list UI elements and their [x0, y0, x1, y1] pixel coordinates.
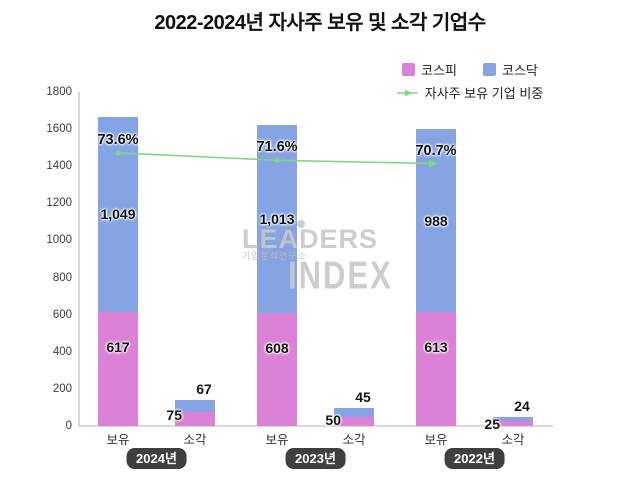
x-axis-category-label: 보유: [106, 433, 130, 447]
line-arrow-icon: [396, 89, 418, 96]
ratio-percent-label: 70.7%: [415, 142, 457, 159]
y-axis-tick-label: 1000: [46, 234, 72, 247]
kosdaq-value-label: 1,013: [259, 211, 295, 228]
kospi-value-label: 50: [325, 411, 341, 428]
kospi-value-label: 25: [484, 416, 500, 433]
ratio-percent-label: 73.6%: [97, 131, 139, 148]
bar-segment-kospi: [257, 313, 297, 426]
year-group-badge: 2023년: [285, 448, 346, 469]
bar-segment-kospi: [98, 311, 138, 426]
kospi-value-label: 613: [424, 339, 448, 356]
kosdaq-value-label: 1,049: [100, 206, 136, 223]
kosdaq-value-label: 45: [355, 389, 371, 406]
kosdaq-swatch-icon: [483, 63, 496, 76]
x-axis-category-label: 보유: [265, 433, 289, 447]
kosdaq-value-label: 988: [424, 212, 448, 229]
x-axis-category-label: 보유: [424, 433, 448, 447]
bar-segment-kosdaq: [175, 399, 215, 413]
year-group-badge: 2024년: [126, 448, 187, 469]
x-axis-category-label: 소각: [501, 433, 525, 447]
bar-segment-kospi: [493, 421, 533, 426]
kosdaq-value-label: 24: [514, 397, 530, 414]
bar-segment-kospi: [334, 416, 374, 426]
y-axis-tick-label: 1600: [46, 123, 72, 136]
legend-kosdaq-label: 코스닥: [502, 63, 538, 78]
x-axis-category-label: 소각: [342, 433, 366, 447]
y-axis-tick-label: 800: [52, 271, 72, 284]
ratio-percent-label: 71.6%: [256, 139, 298, 156]
chart-title: 2022-2024년 자사주 보유 및 소각 기업수: [154, 12, 486, 34]
y-axis-tick-label: 0: [65, 420, 72, 432]
y-axis-tick-label: 1400: [46, 160, 72, 173]
x-axis-category-label: 소각: [183, 433, 207, 447]
y-axis-tick-label: 600: [52, 308, 72, 321]
kospi-value-label: 75: [166, 407, 182, 424]
kosdaq-value-label: 67: [196, 380, 212, 397]
y-axis-tick-label: 400: [52, 345, 72, 358]
y-axis-tick-label: 200: [52, 382, 72, 395]
bar-segment-kosdaq: [98, 116, 138, 312]
y-axis-tick-label: 1800: [46, 86, 72, 98]
bar-segment-kosdaq: [334, 408, 374, 417]
kospi-swatch-icon: [402, 63, 416, 76]
x-axis-line: [78, 425, 553, 427]
legend: 코스피 코스닥 자사주 보유 기업 비중: [396, 60, 544, 102]
legend-row-line: 자사주 보유 기업 비중: [396, 83, 544, 102]
bar-segment-kospi: [175, 412, 215, 426]
kospi-value-label: 617: [106, 338, 130, 355]
legend-kospi-label: 코스피: [421, 63, 457, 78]
bar-segment-kospi: [416, 312, 456, 426]
kospi-value-label: 608: [265, 340, 289, 357]
legend-row-bars: 코스피 코스닥: [402, 60, 538, 79]
legend-line-label: 자사주 보유 기업 비중: [424, 86, 544, 101]
year-group-badge: 2022년: [444, 448, 505, 469]
y-axis-tick-label: 1200: [46, 197, 72, 210]
y-axis-line: [78, 92, 80, 426]
bar-segment-kosdaq: [493, 416, 533, 422]
